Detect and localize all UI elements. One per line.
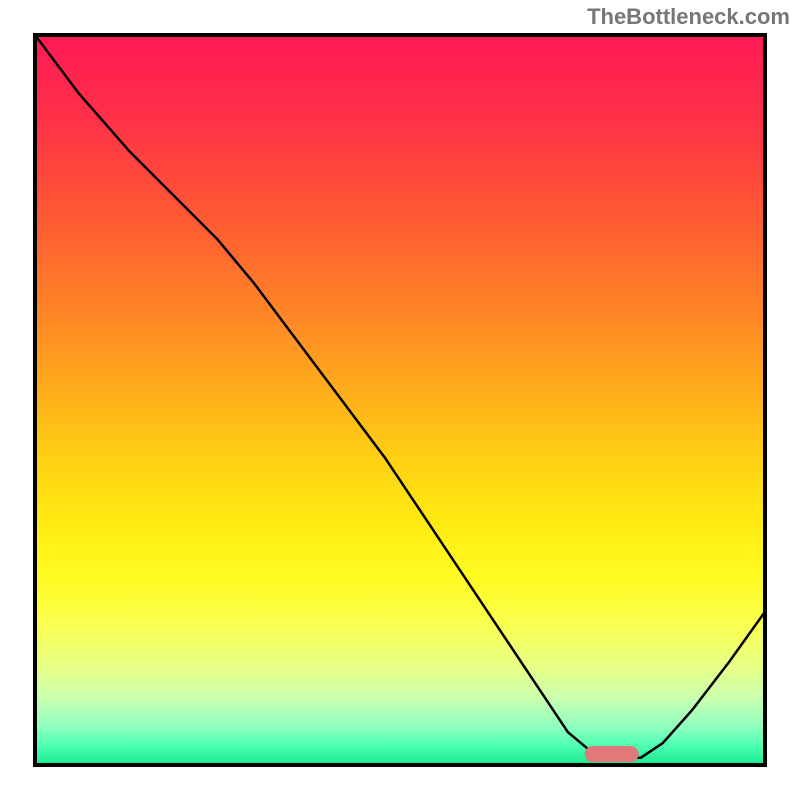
watermark-text: TheBottleneck.com	[587, 4, 790, 30]
optimal-marker	[585, 746, 639, 762]
chart-container: TheBottleneck.com	[0, 0, 800, 800]
plot-background	[35, 35, 765, 765]
chart-svg	[0, 0, 800, 800]
